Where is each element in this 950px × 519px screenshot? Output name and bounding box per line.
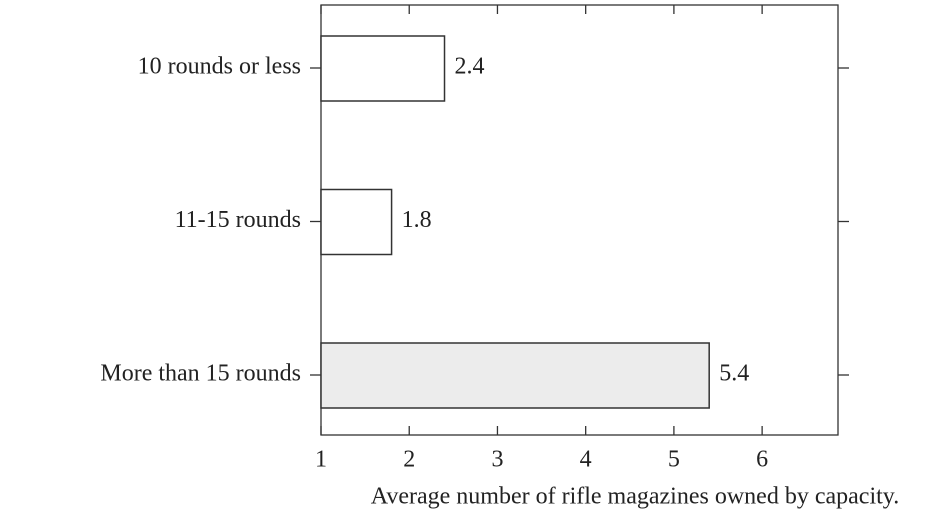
x-tick-label: 5 — [668, 447, 680, 473]
x-tick-label: 3 — [491, 447, 503, 473]
bar — [320, 35, 446, 102]
x-tick-label: 2 — [403, 447, 415, 473]
bar — [320, 188, 393, 256]
value-label: 5.4 — [719, 361, 749, 387]
x-tick-label: 1 — [315, 447, 327, 473]
x-tick-label: 6 — [756, 447, 768, 473]
y-tick-label: More than 15 rounds — [100, 361, 301, 387]
bar — [320, 342, 710, 409]
value-label: 2.4 — [455, 54, 485, 80]
y-tick-label: 10 rounds or less — [138, 54, 301, 80]
x-axis-label: Average number of rifle magazines owned … — [371, 484, 899, 510]
value-label: 1.8 — [402, 207, 432, 233]
x-tick-label: 4 — [580, 447, 592, 473]
y-tick-label: 11-15 rounds — [175, 207, 301, 233]
